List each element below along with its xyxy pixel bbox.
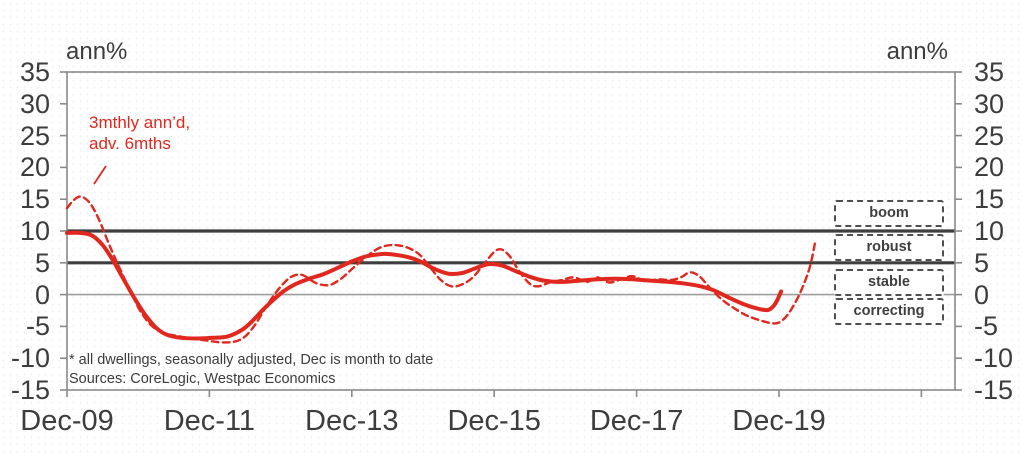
series-annotation: 3mthly ann’d, adv. 6mths bbox=[89, 112, 190, 154]
x-axis-label-Dec-09: Dec-09 bbox=[20, 405, 114, 437]
y-axis-label-right--10: -10 bbox=[974, 343, 1014, 374]
y-axis-label-left-30: 30 bbox=[19, 88, 50, 119]
y-axis-label-right-0: 0 bbox=[974, 279, 990, 310]
series-annotation-line2: adv. 6mths bbox=[89, 134, 171, 153]
y-axis-label-left--15: -15 bbox=[10, 375, 50, 405]
series-dashed-line bbox=[65, 195, 817, 344]
y-axis-label-right-15: 15 bbox=[974, 184, 1005, 215]
zone-box-robust: robust bbox=[834, 234, 944, 262]
x-axis-label-Dec-15: Dec-15 bbox=[447, 405, 541, 437]
x-axis-label-Dec-19: Dec-19 bbox=[732, 405, 826, 437]
y-axis-label-left-25: 25 bbox=[19, 120, 50, 151]
y-axis-label-right-25: 25 bbox=[974, 120, 1005, 151]
y-axis-label-right-35: 35 bbox=[974, 57, 1005, 87]
y-axis-label-left-0: 0 bbox=[34, 279, 50, 310]
y-axis-label-left--5: -5 bbox=[25, 311, 50, 342]
y-axis-label-right-10: 10 bbox=[974, 216, 1005, 246]
y-axis-title-right: ann% bbox=[886, 38, 948, 65]
y-axis-label-right-30: 30 bbox=[974, 88, 1005, 119]
y-axis-label-right--15: -15 bbox=[974, 375, 1014, 405]
x-axis-label-Dec-13: Dec-13 bbox=[305, 405, 399, 437]
y-axis-label-right-5: 5 bbox=[974, 247, 990, 278]
y-axis-title-left: ann% bbox=[66, 38, 128, 65]
footnote-line1: * all dwellings, seasonally adjusted, De… bbox=[69, 352, 434, 368]
y-axis-label-right-20: 20 bbox=[974, 152, 1005, 183]
y-axis-label-right--5: -5 bbox=[974, 311, 999, 342]
footnote: * all dwellings, seasonally adjusted, De… bbox=[69, 351, 433, 389]
y-axis-label-left-20: 20 bbox=[19, 152, 50, 183]
zone-box-correcting: correcting bbox=[834, 298, 944, 326]
y-axis-label-left-10: 10 bbox=[19, 216, 50, 246]
x-axis-label-Dec-11: Dec-11 bbox=[163, 405, 256, 437]
zone-box-stable: stable bbox=[834, 269, 944, 297]
series-annotation-line1: 3mthly ann’d, bbox=[89, 113, 191, 132]
annotation-leader-line bbox=[93, 165, 107, 185]
y-axis-label-left--10: -10 bbox=[10, 343, 50, 374]
y-axis-label-left-35: 35 bbox=[19, 57, 50, 87]
x-axis-label-Dec-17: Dec-17 bbox=[589, 405, 684, 437]
y-axis-label-left-15: 15 bbox=[19, 184, 50, 215]
series-solid-line bbox=[65, 230, 784, 341]
zone-box-boom: boom bbox=[834, 199, 944, 227]
footnote-line2: Sources: CoreLogic, Westpac Economics bbox=[69, 371, 336, 387]
y-axis-label-left-5: 5 bbox=[34, 247, 50, 278]
